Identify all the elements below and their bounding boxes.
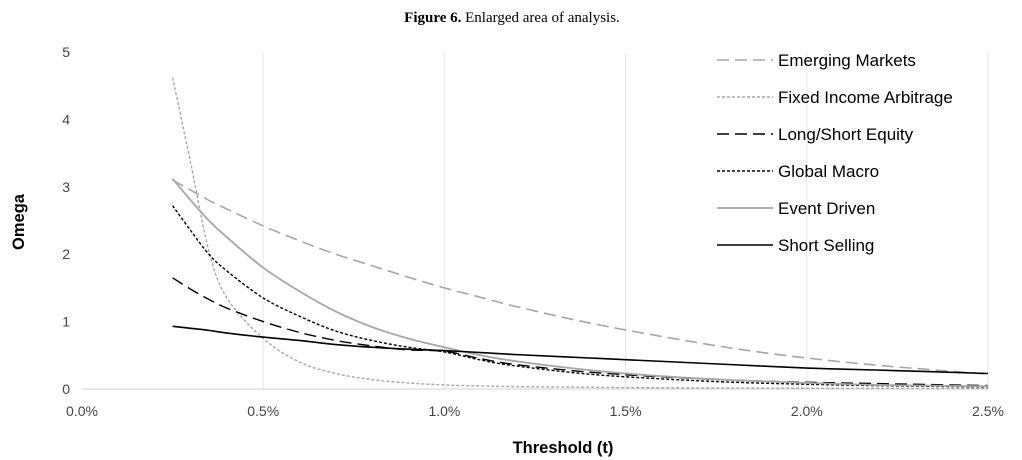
legend-label-emerging-markets: Emerging Markets [778, 51, 916, 70]
legend-label-global-macro: Global Macro [778, 162, 879, 181]
y-tick-label: 3 [62, 179, 70, 195]
series-line-event-driven [171, 178, 989, 388]
legend-label-short-selling: Short Selling [778, 236, 874, 255]
x-tick-label: 0.0% [66, 403, 98, 419]
y-tick-label: 2 [62, 246, 70, 262]
axes: 0.0% 0.5% 1.0% 1.5% 2.0% 2.5% 0 1 2 3 4 5 [62, 44, 1004, 419]
x-tick-label: 0.5% [247, 403, 279, 419]
x-axis-title: Threshold (t) [513, 439, 614, 457]
x-tick-label: 1.0% [428, 403, 460, 419]
x-tick-label: 2.0% [791, 403, 823, 419]
y-tick-label: 5 [62, 44, 70, 60]
series-line-global-macro [172, 205, 989, 388]
figure-caption: Figure 6. Enlarged area of analysis. [404, 10, 620, 26]
series-layer [171, 77, 989, 390]
grid [262, 52, 989, 389]
series-line-short-selling [172, 325, 989, 375]
legend: Emerging Markets Fixed Income Arbitrage Lo… [717, 51, 953, 255]
x-tick-label: 2.5% [972, 403, 1004, 419]
y-tick-label: 0 [62, 381, 70, 397]
y-axis-title: Omega [10, 193, 28, 250]
figure-caption-label: Figure 6. [404, 10, 461, 26]
legend-label-event-driven: Event Driven [778, 199, 875, 218]
y-tick-label: 1 [62, 314, 70, 330]
legend-label-fixed-income-arbitrage: Fixed Income Arbitrage [778, 88, 953, 107]
series-line-emerging-markets [172, 179, 989, 375]
x-tick-label: 1.5% [610, 403, 642, 419]
legend-label-long-short-equity: Long/Short Equity [778, 125, 914, 144]
series-line-fixed-income-arbitrage [171, 77, 989, 390]
y-tick-label: 4 [62, 111, 70, 127]
figure-caption-text: Enlarged area of analysis. [465, 10, 620, 26]
